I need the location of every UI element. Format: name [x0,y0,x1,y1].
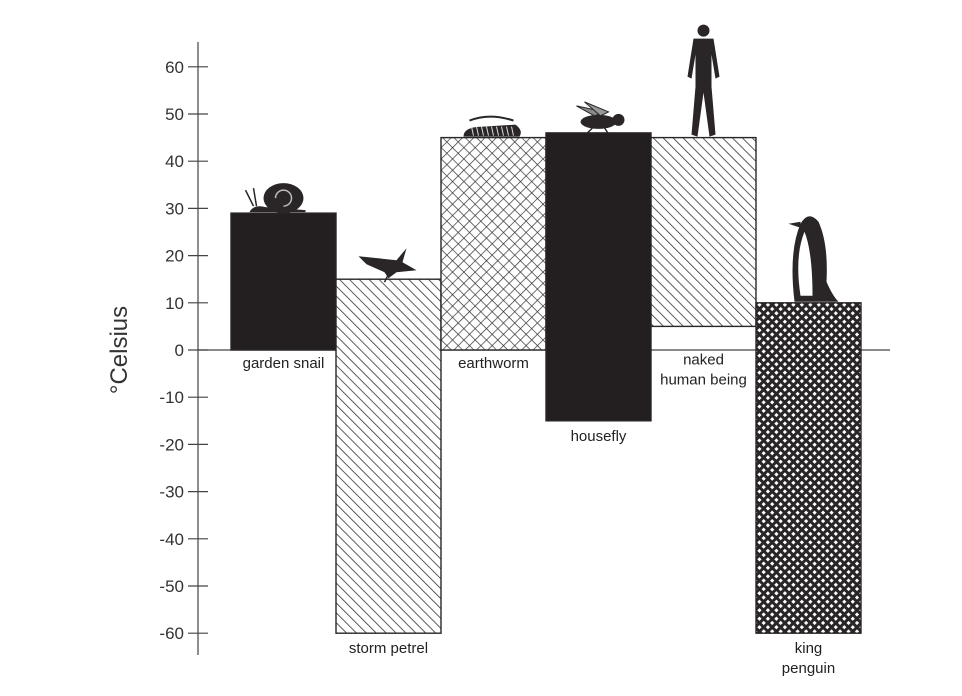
bird-icon [358,248,417,283]
bar [230,212,337,351]
penguin-icon [788,216,839,302]
y-axis-title: °Celsius [106,306,133,394]
y-tick-label: 30 [165,199,184,218]
bar [650,136,757,328]
y-tick-label: 10 [165,294,184,313]
bar [755,302,862,634]
human-icon [687,24,720,137]
y-tick-label: -40 [159,530,184,549]
y-tick-label: 20 [165,247,184,266]
fly-icon [576,101,625,135]
bar [335,278,442,634]
category-label: naked [683,351,724,368]
bars [230,132,862,634]
y-tick-label: 40 [165,152,184,171]
y-tick-label: -60 [159,624,184,643]
animal-icons [244,24,839,302]
y-tick-label: 50 [165,105,184,124]
y-tick-label: 0 [175,341,184,360]
category-label: garden snail [243,355,325,372]
y-tick-label: -30 [159,483,184,502]
category-label: penguin [782,660,835,677]
category-label: human being [660,371,747,388]
y-tick-label: 60 [165,58,184,77]
y-tick-label: -50 [159,577,184,596]
category-label: housefly [571,428,627,445]
category-label: king [795,640,823,657]
y-tick-label: -20 [159,435,184,454]
bar [440,136,547,351]
bar [545,132,652,422]
y-tick-label: -10 [159,388,184,407]
y-axis: 60 50 40 30 20 10 0 -10 -20 -30 -40 -50 -60 [159,42,890,655]
snail-icon [244,183,306,214]
category-label: storm petrel [349,640,428,657]
worm-icon [463,115,521,137]
category-label: earthworm [458,355,529,372]
category-labels: garden snail storm petrel earthworm housefl… [243,351,836,677]
